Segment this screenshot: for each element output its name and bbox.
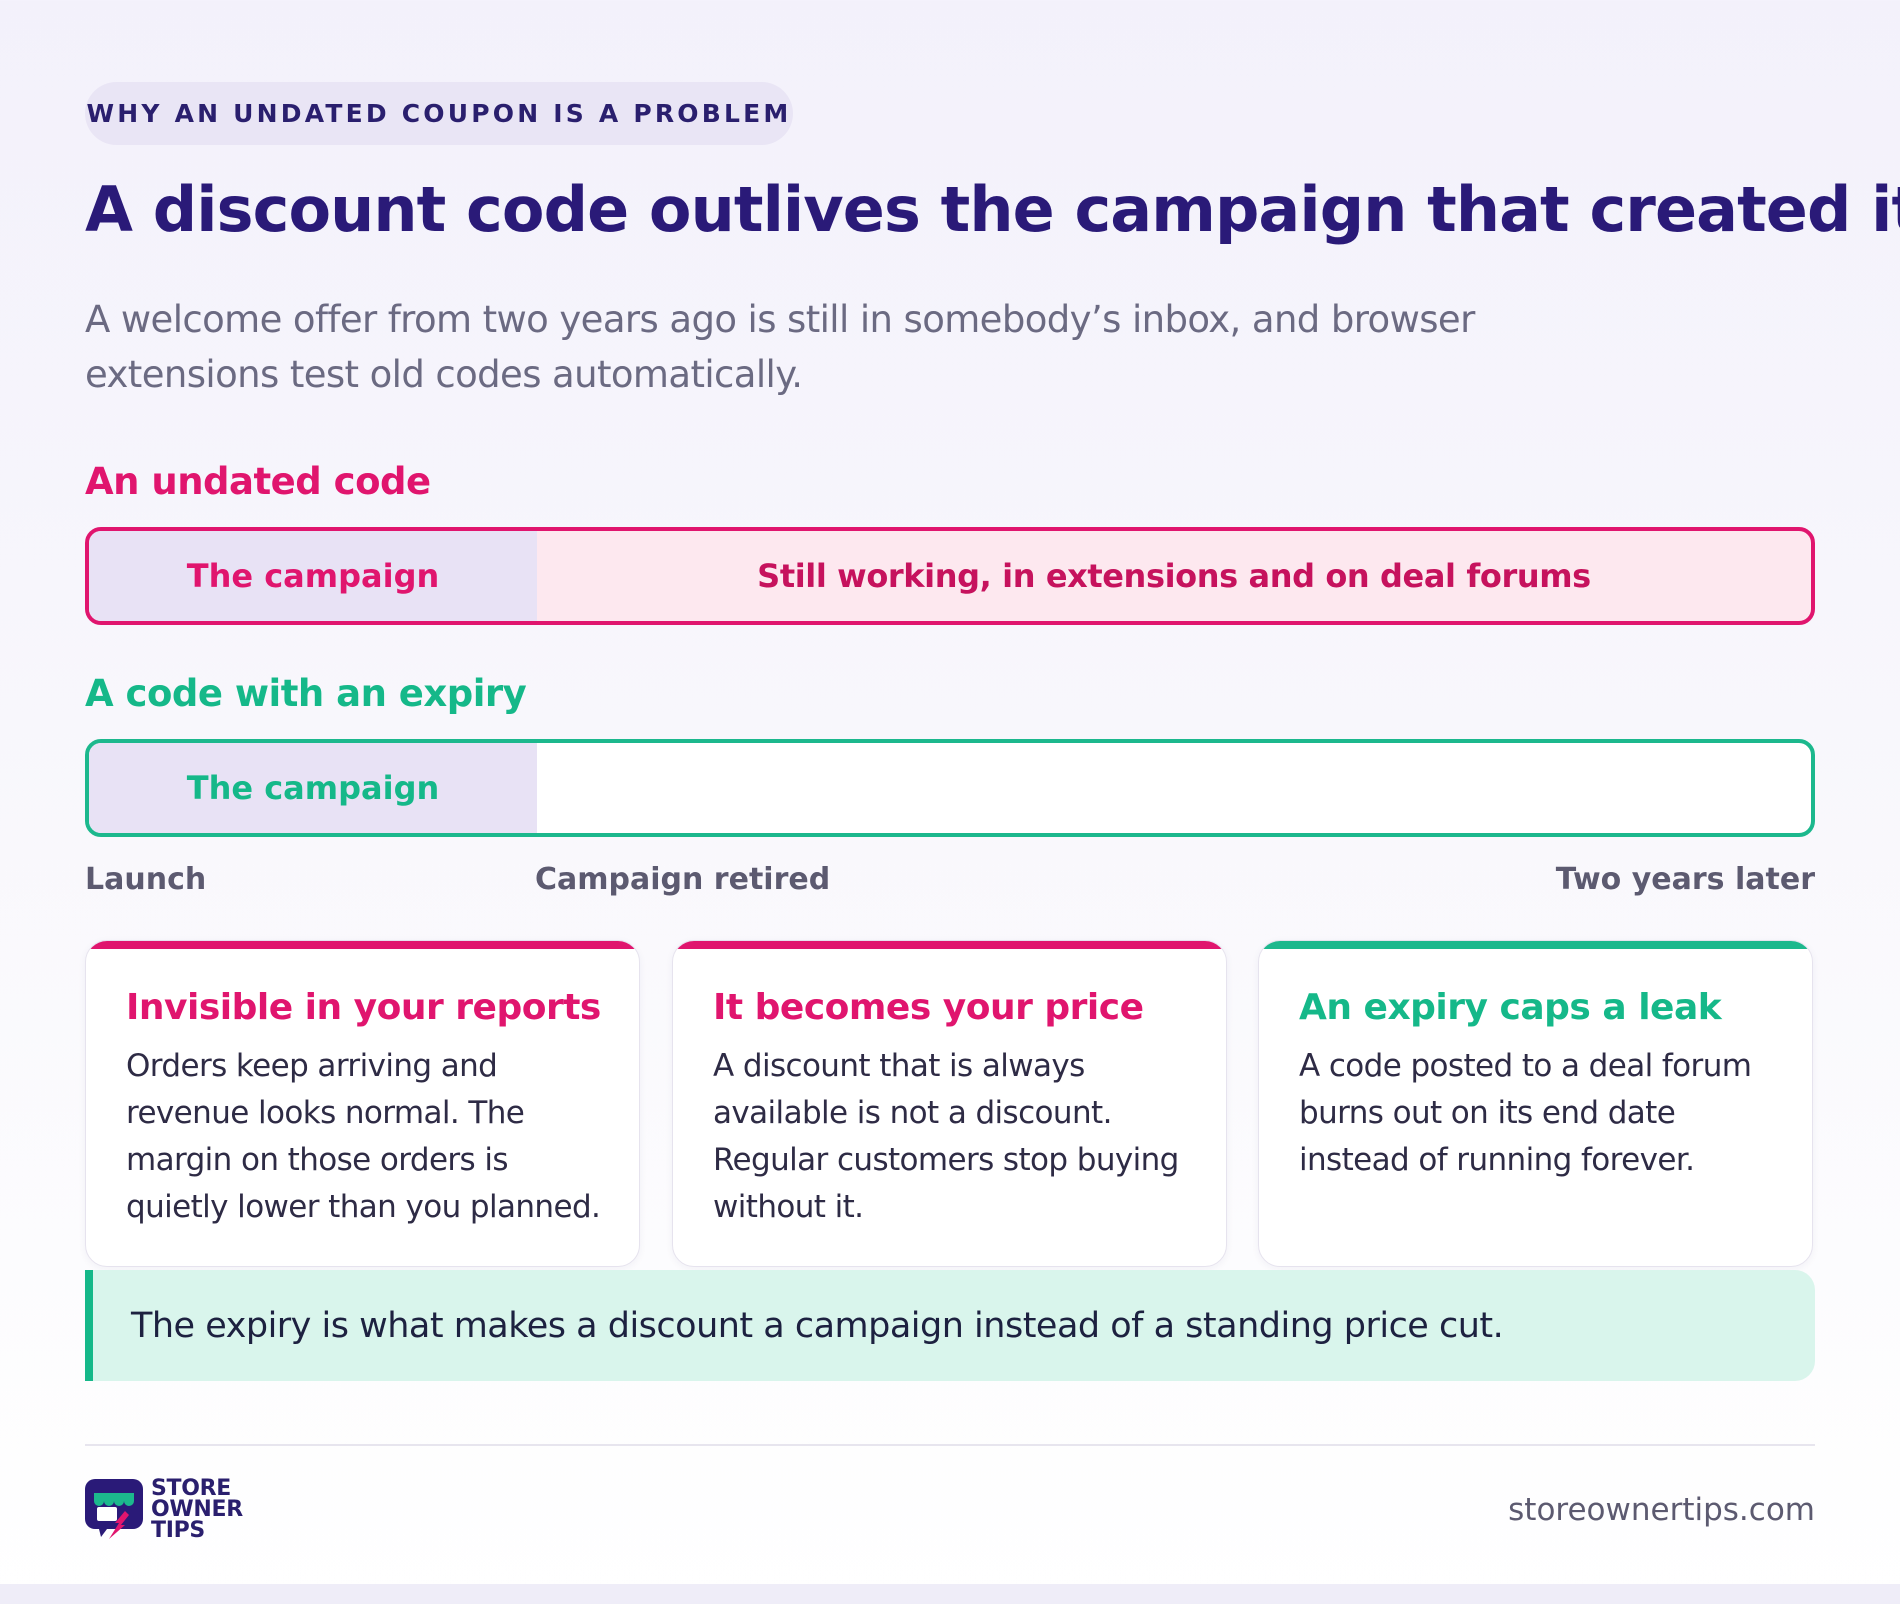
expiry-code-label: A code with an expiry xyxy=(85,672,527,715)
eyebrow-badge: WHY AN UNDATED COUPON IS A PROBLEM xyxy=(85,82,793,145)
site-url[interactable]: storeownertips.com xyxy=(1508,1492,1815,1528)
card-body: A code posted to a deal forum burns out … xyxy=(1299,1048,1752,1178)
storefront-logo-icon xyxy=(85,1478,143,1539)
expiry-after-segment xyxy=(537,743,1811,833)
timeline-middle-label: Campaign retired xyxy=(535,862,831,897)
card-becomes-price: It becomes your price A discount that is… xyxy=(672,940,1227,1267)
logo-wordmark: STORE OWNER TIPS xyxy=(151,1476,243,1543)
card-invisible-reports: Invisible in your reports Orders keep ar… xyxy=(85,940,640,1267)
callout: The expiry is what makes a discount a ca… xyxy=(85,1270,1815,1381)
undated-after-segment: Still working, in extensions and on deal… xyxy=(757,557,1591,595)
card-body: A discount that is always available is n… xyxy=(713,1048,1179,1225)
card-body: Orders keep arriving and revenue looks n… xyxy=(126,1048,601,1225)
undated-campaign-segment: The campaign xyxy=(89,531,537,621)
expiry-code-bar: The campaign xyxy=(85,739,1815,837)
card-title: It becomes your price xyxy=(713,987,1144,1028)
card-title: An expiry caps a leak xyxy=(1299,987,1722,1028)
logo-line: TIPS xyxy=(151,1518,205,1543)
page-title: A discount code outlives the campaign th… xyxy=(85,173,1900,246)
logo-line: OWNER xyxy=(151,1497,243,1522)
card-expiry-caps-leak: An expiry caps a leak A code posted to a… xyxy=(1258,940,1813,1267)
expiry-campaign-segment: The campaign xyxy=(89,743,537,833)
undated-code-bar: The campaign Still working, in extension… xyxy=(85,527,1815,625)
subtitle: A welcome offer from two years ago is st… xyxy=(85,298,1475,396)
bottom-strip xyxy=(0,1584,1900,1604)
timeline-start-label: Launch xyxy=(85,862,207,897)
store-owner-tips-logo: STORE OWNER TIPS xyxy=(85,1476,243,1543)
undated-code-label: An undated code xyxy=(85,460,431,503)
card-title: Invisible in your reports xyxy=(126,987,601,1028)
timeline-end-label: Two years later xyxy=(1555,862,1815,897)
footer-divider xyxy=(85,1444,1815,1446)
logo-line: STORE xyxy=(151,1476,232,1501)
